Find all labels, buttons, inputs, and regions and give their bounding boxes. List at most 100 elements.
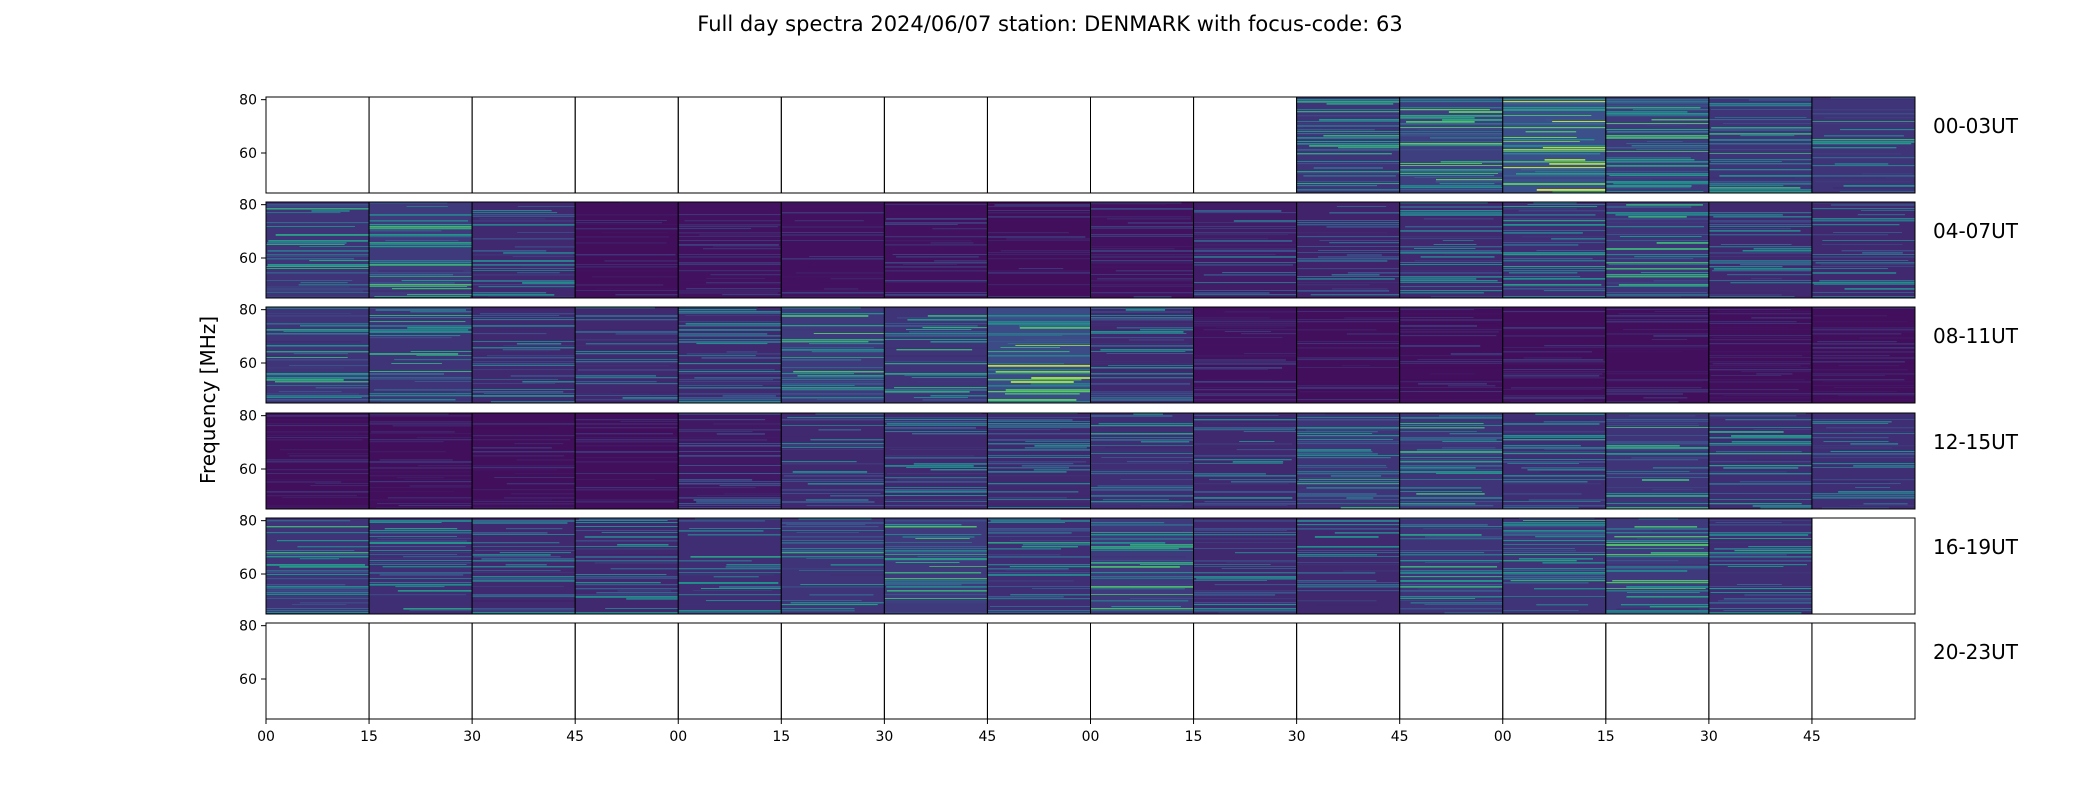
spectrum-band [1649,606,1709,608]
spectrum-band [1502,220,1606,222]
spectrum-band [1296,290,1390,292]
spectrum-panel [884,202,988,298]
spectrum-band [1811,121,1915,122]
spectrum-band [987,206,1091,208]
spectrum-band [1605,129,1709,131]
spectrum-band [1708,169,1812,171]
spectrum-band [472,499,552,501]
spectrum-band [678,228,752,230]
spectrum-band [369,491,455,493]
spectrum-band [884,594,988,596]
spectrum-band [1193,534,1297,536]
spectrum-band [582,329,679,330]
spectrum-band [1824,117,1915,119]
spectrum-band [680,415,782,416]
spectrum-band [922,327,988,329]
panel-frame [1502,622,1607,720]
spectrum-band [1296,477,1400,479]
spectrum-band [1090,351,1186,352]
spectrum-band [1399,272,1503,274]
spectrum-band [1811,321,1908,323]
spectrum-band [1326,226,1400,228]
spectrum-band [1502,107,1606,109]
spectrum-band [987,463,1074,465]
spectrum-band [1296,562,1400,563]
spectrum-band [1193,419,1297,421]
spectrum-band [1296,111,1400,113]
spectrum-band [1708,612,1802,614]
spectrum-band [1502,445,1581,447]
spectrum-band [1811,202,1915,204]
spectrum-panel [575,307,679,403]
spectrum-band [1193,610,1297,612]
spectrum-band [678,497,782,499]
spectrum-band [1404,323,1496,324]
spectrum-band [678,463,776,465]
spectrum-band [830,564,885,566]
panel-frame [1193,96,1298,194]
spectrum-band [1399,317,1474,318]
spectrum-band [1708,401,1812,402]
spectrum-band [1605,307,1709,309]
spectrum-band [987,507,1091,508]
spectrum-band [575,377,679,379]
spectrum-band [1502,139,1595,141]
spectrum-band [1650,552,1709,554]
spectrum-band [726,351,758,353]
spectrum-band [1296,121,1400,122]
spectrum-band [793,371,885,373]
spectrum-band [1090,373,1194,375]
spectrum-band [678,256,782,258]
spectrum-band [1399,286,1503,288]
spectrum-band [575,365,670,367]
spectrum-band [266,491,370,493]
spectrum-band [1502,224,1606,226]
spectrum-band [781,258,885,260]
spectrum-band [884,355,988,357]
spectrum-band [1296,499,1400,500]
spectrum-band [678,381,782,383]
spectrum-band [1129,584,1194,585]
spectrum-band [1502,544,1606,546]
spectrum-band [310,485,370,487]
spectrum-band [1710,592,1812,594]
spectrum-band [266,592,370,594]
spectrum-band [374,389,473,391]
spectrum-band [1296,483,1400,485]
spectrum-band [287,453,370,455]
spectrum-band [1296,381,1400,382]
spectrum-band [1090,216,1191,218]
spectrum-band [987,363,1065,365]
spectrum-band [626,598,679,600]
spectrum-band [369,596,473,597]
spectrum-band [594,562,679,564]
spectrum-band [894,387,988,389]
spectrum-band [369,379,473,380]
spectrum-band [806,558,885,559]
spectrum-band [781,600,862,601]
spectrum-band [369,262,473,264]
spectrum-band [1296,189,1400,191]
spectrum-band [472,210,552,212]
spectrum-band [678,479,753,481]
spectrum-band [678,473,782,475]
spectrum-band [1605,351,1683,353]
spectrum-band [369,329,469,331]
spectrum-band [1310,294,1400,296]
spectrum-band [310,534,370,535]
spectrum-band [1502,216,1606,218]
spectrum-band [1090,399,1194,401]
x-tick-label: 00 [257,729,275,745]
spectrum-band [1502,230,1606,232]
spectrum-band [987,399,1077,401]
spectrum-band [1605,570,1688,572]
spectrum-band [781,497,885,498]
spectrum-band [884,518,988,520]
spectrum-band [414,381,473,382]
spectrum-band [1399,471,1503,473]
spectrum-band [620,421,679,422]
spectrum-band [266,507,370,509]
spectrum-band [369,439,473,441]
spectrum-band [886,590,988,592]
